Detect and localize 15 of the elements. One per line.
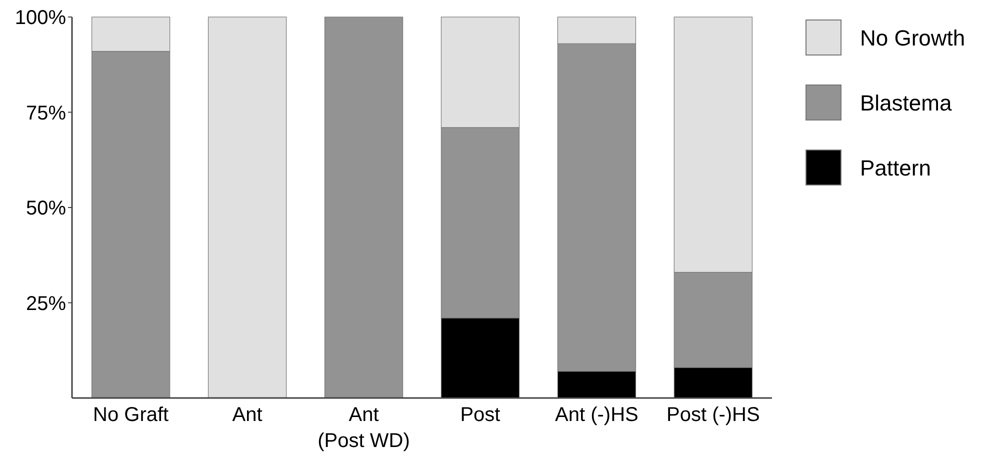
x-tick-label: Post (-)HS bbox=[666, 404, 760, 426]
x-tick-label: Ant (-)HS bbox=[555, 404, 638, 426]
y-tick-label: 75% bbox=[26, 102, 66, 124]
x-tick-label: Ant (Post WD) bbox=[318, 404, 410, 452]
bar bbox=[324, 16, 404, 398]
y-tick-label: 100% bbox=[14, 7, 66, 29]
legend-label: No Growth bbox=[860, 26, 966, 51]
y-tick-label: 50% bbox=[26, 198, 66, 220]
y-tick-label: 25% bbox=[26, 292, 66, 315]
bar bbox=[208, 16, 287, 398]
x-tick-label: Post bbox=[460, 404, 501, 426]
x-tick-label: No Graft bbox=[93, 404, 170, 426]
legend-label: Pattern bbox=[860, 156, 931, 181]
legend-label: Blastema bbox=[860, 90, 952, 116]
x-tick-label: Ant bbox=[232, 404, 263, 426]
